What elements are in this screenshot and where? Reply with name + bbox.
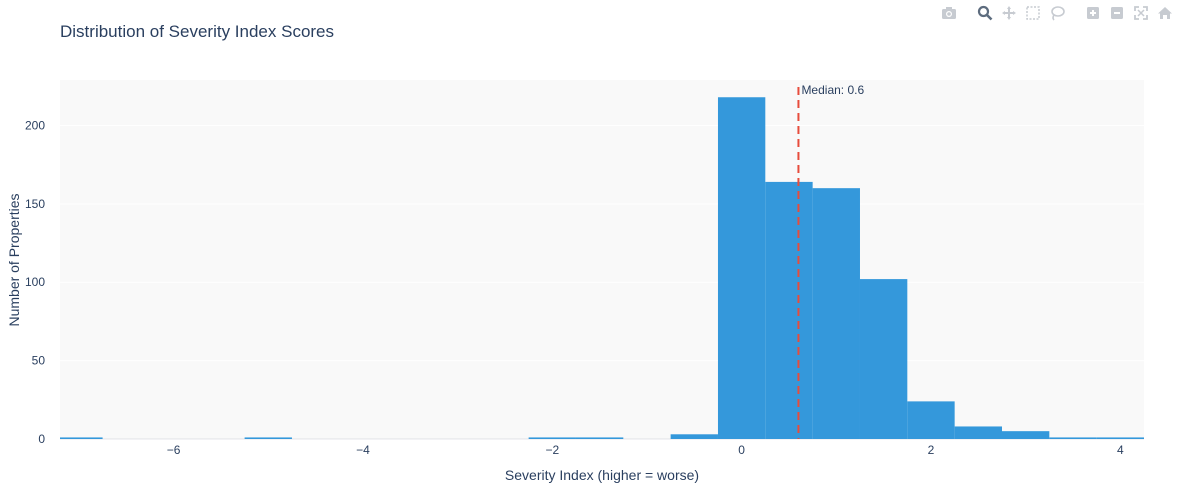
histogram-bar[interactable] xyxy=(1096,437,1144,439)
zoom-out-icon[interactable] xyxy=(1106,4,1128,22)
autoscale-icon[interactable] xyxy=(1130,4,1152,22)
y-tick-label: 200 xyxy=(25,118,45,132)
zoom-in-icon[interactable] xyxy=(1082,4,1104,22)
histogram-bar[interactable] xyxy=(60,437,103,439)
histogram-bar[interactable] xyxy=(907,401,955,439)
gridlines xyxy=(60,124,1144,440)
chart-title: Distribution of Severity Index Scores xyxy=(60,22,335,41)
y-tick-label: 50 xyxy=(32,354,46,368)
histogram-bar[interactable] xyxy=(765,181,813,439)
y-axis-ticks: 0 50 100 150 200 xyxy=(25,118,45,446)
x-tick-label: −2 xyxy=(545,443,559,457)
box-select-icon[interactable] xyxy=(1022,4,1044,22)
home-icon[interactable] xyxy=(1154,4,1176,22)
histogram-bar[interactable] xyxy=(1001,431,1050,439)
x-tick-label: 4 xyxy=(1117,443,1124,457)
x-tick-label: −4 xyxy=(356,443,370,457)
x-axis-title: Severity Index (higher = worse) xyxy=(505,467,699,483)
y-axis-title: Number of Properties xyxy=(6,193,22,326)
y-tick-label: 150 xyxy=(25,197,45,211)
y-tick-label: 100 xyxy=(25,275,45,289)
x-tick-label: 2 xyxy=(928,443,935,457)
histogram-bars xyxy=(60,97,1144,440)
zoom-icon[interactable] xyxy=(974,4,996,22)
camera-icon[interactable] xyxy=(938,4,960,22)
histogram-bar[interactable] xyxy=(670,434,718,439)
y-tick-label: 0 xyxy=(38,432,45,446)
histogram-bar[interactable] xyxy=(717,97,766,440)
histogram-bar[interactable] xyxy=(954,426,1002,439)
pan-icon[interactable] xyxy=(998,4,1020,22)
median-marker: Median: 0.6 xyxy=(797,83,864,439)
histogram-bar[interactable] xyxy=(859,279,908,439)
median-label: Median: 0.6 xyxy=(801,83,864,97)
histogram-bar[interactable] xyxy=(528,437,576,439)
histogram-bar[interactable] xyxy=(812,188,860,439)
histogram-bar[interactable] xyxy=(1049,437,1097,439)
histogram-bar[interactable] xyxy=(244,437,292,439)
x-tick-label: 0 xyxy=(738,443,745,457)
x-axis-ticks: −6 −4 −2 0 2 4 xyxy=(167,443,1124,457)
x-tick-label: −6 xyxy=(167,443,181,457)
histogram-bar[interactable] xyxy=(575,437,624,439)
lasso-icon[interactable] xyxy=(1046,4,1068,22)
modebar xyxy=(938,4,1176,22)
plot-area xyxy=(60,80,1144,439)
